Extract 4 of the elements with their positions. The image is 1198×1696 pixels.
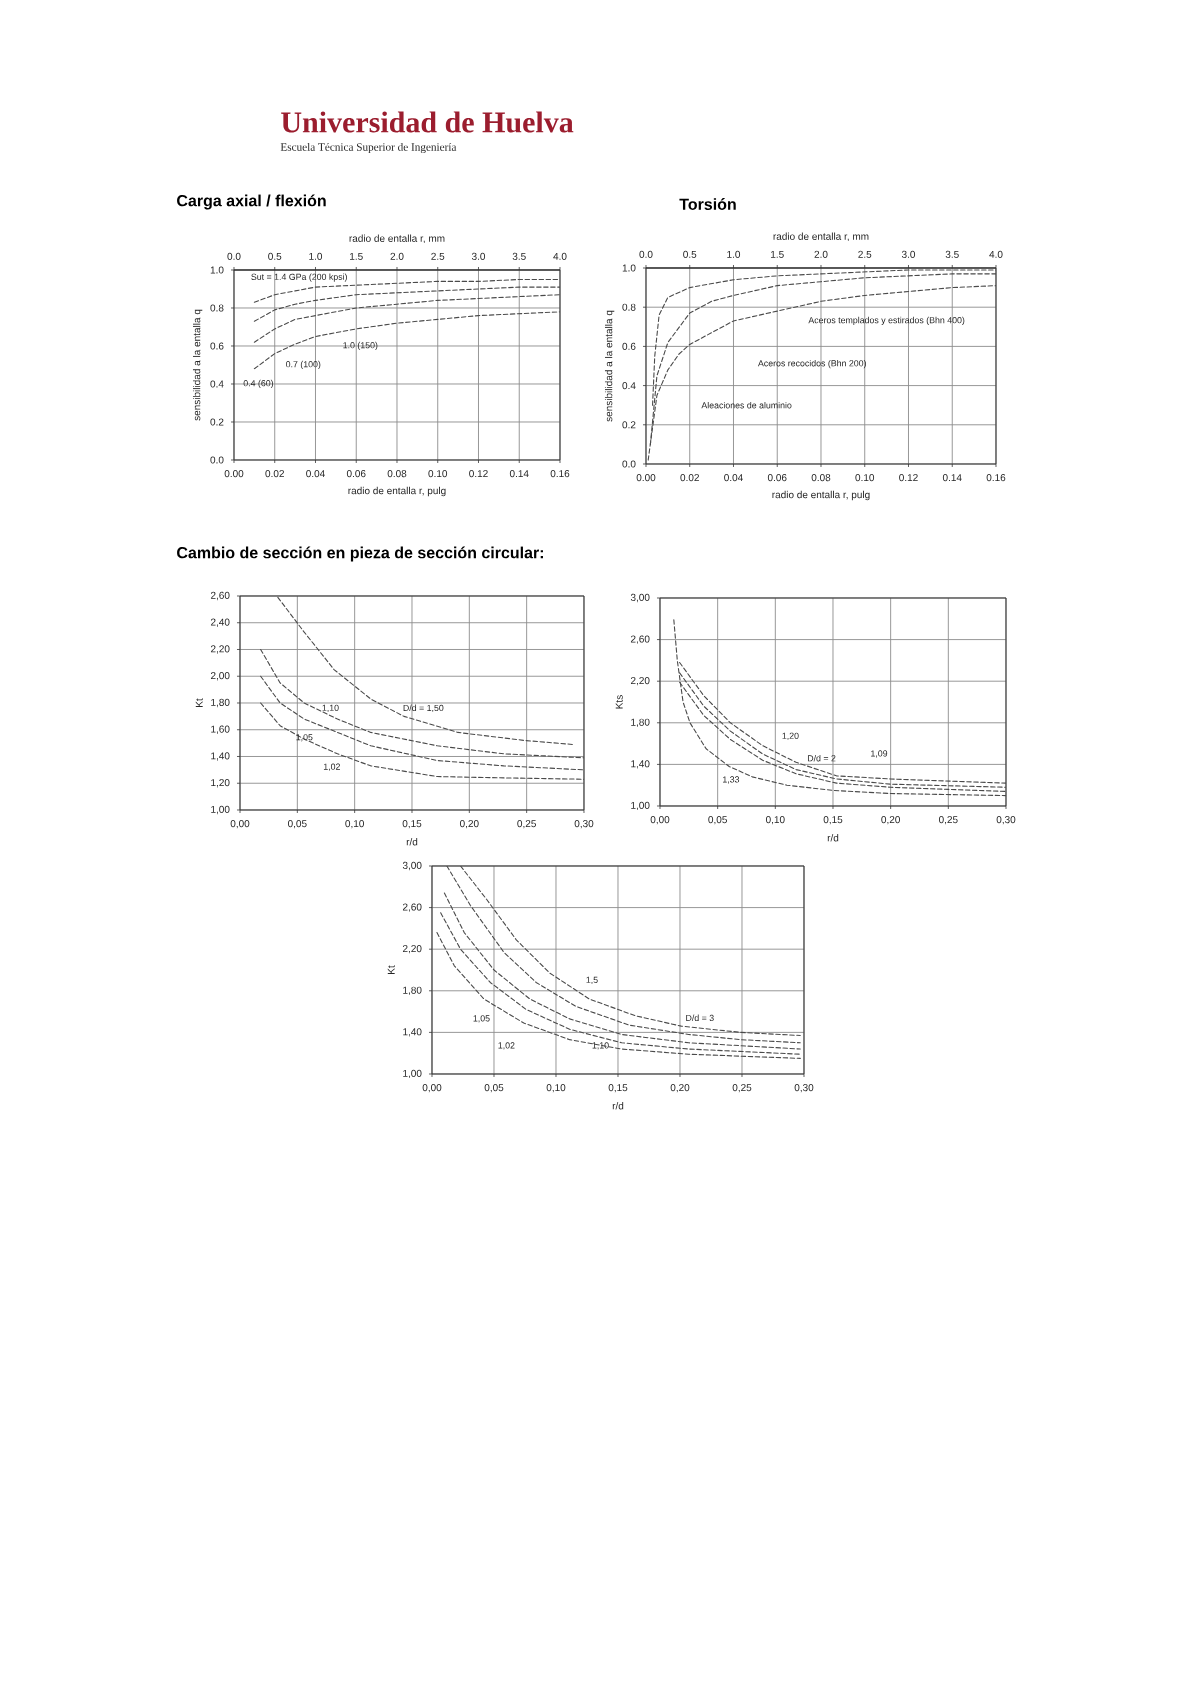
chart-title: Carga axial / flexión: [177, 194, 326, 210]
chart-title: Torsión: [679, 198, 736, 210]
chart-title: Cambio de sección en pieza de sección circular:: [177, 546, 543, 562]
text: Universidad de Huelva: [281, 111, 574, 133]
